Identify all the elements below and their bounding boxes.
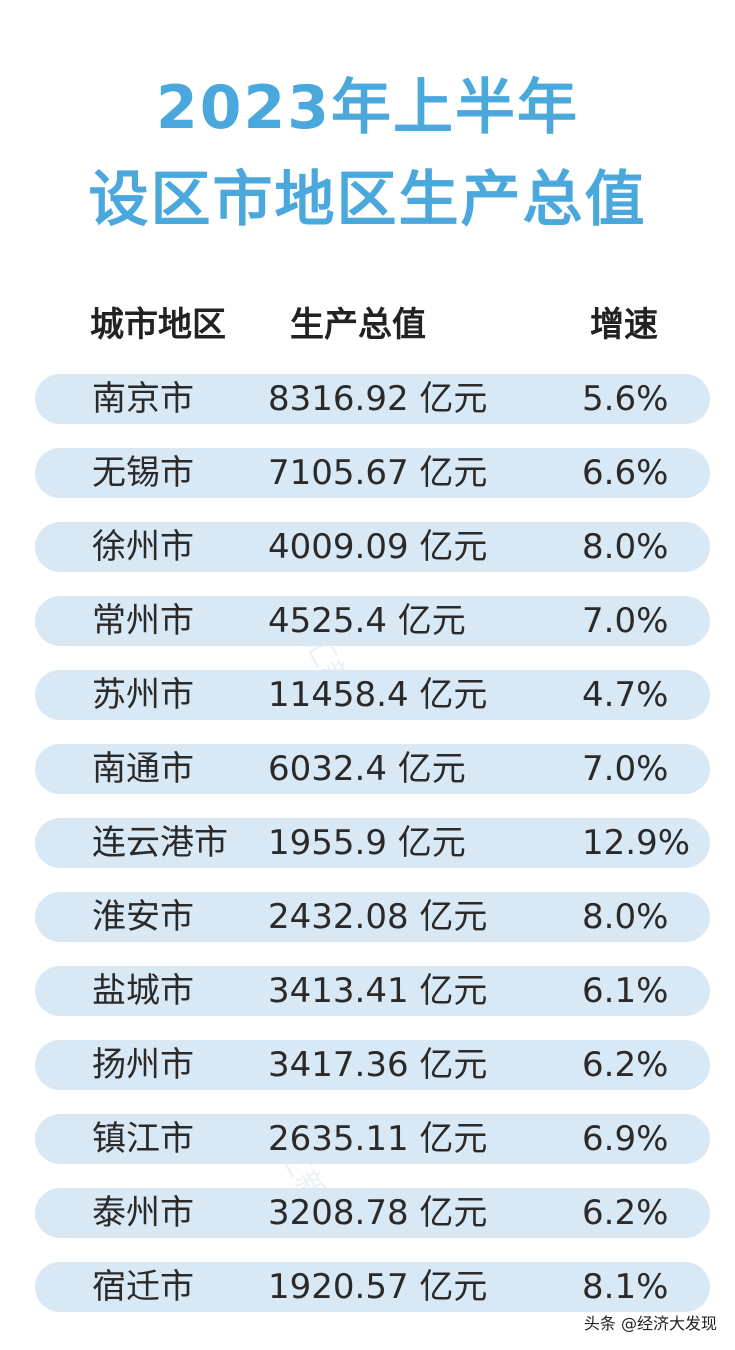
city-cell: 淮安市 <box>92 897 194 937</box>
gdp-cell: 8316.92 亿元 <box>268 379 488 419</box>
table-row: 泰州市 3208.78 亿元 6.2% <box>35 1188 710 1238</box>
gdp-cell: 11458.4 亿元 <box>268 675 488 715</box>
table-row: 苏州市 11458.4 亿元 4.7% <box>35 670 710 720</box>
city-cell: 南京市 <box>92 379 194 419</box>
growth-cell: 8.0% <box>582 897 669 937</box>
growth-cell: 6.2% <box>582 1045 669 1085</box>
table-row: 无锡市 7105.67 亿元 6.6% <box>35 448 710 498</box>
table-row: 徐州市 4009.09 亿元 8.0% <box>35 522 710 572</box>
gdp-cell: 1955.9 亿元 <box>268 823 466 863</box>
table-row: 镇江市 2635.11 亿元 6.9% <box>35 1114 710 1164</box>
city-cell: 苏州市 <box>92 675 194 715</box>
growth-cell: 4.7% <box>582 675 669 715</box>
gdp-cell: 7105.67 亿元 <box>268 453 488 493</box>
page-title: 2023年上半年 <box>156 73 579 143</box>
growth-cell: 8.0% <box>582 527 669 567</box>
growth-cell: 5.6% <box>582 379 669 419</box>
growth-cell: 12.9% <box>582 823 691 863</box>
city-cell: 泰州市 <box>92 1193 194 1233</box>
gdp-cell: 2432.08 亿元 <box>268 897 488 937</box>
gdp-cell: 6032.4 亿元 <box>268 749 466 789</box>
gdp-cell: 4525.4 亿元 <box>268 601 466 641</box>
gdp-cell: 4009.09 亿元 <box>268 527 488 567</box>
gdp-cell: 3208.78 亿元 <box>268 1193 488 1233</box>
gdp-cell: 3413.41 亿元 <box>268 971 488 1011</box>
city-cell: 扬州市 <box>92 1045 194 1085</box>
city-cell: 徐州市 <box>92 527 194 567</box>
growth-cell: 6.1% <box>582 971 669 1011</box>
table-row: 连云港市 1955.9 亿元 12.9% <box>35 818 710 868</box>
growth-cell: 6.9% <box>582 1119 669 1159</box>
table-row: 常州市 4525.4 亿元 7.0% <box>35 596 710 646</box>
page-subtitle: 设区市地区生产总值 <box>88 165 647 235</box>
city-cell: 盐城市 <box>92 971 194 1011</box>
table-row: 淮安市 2432.08 亿元 8.0% <box>35 892 710 942</box>
column-header-city: 城市地区 <box>90 305 226 345</box>
gdp-cell: 2635.11 亿元 <box>268 1119 488 1159</box>
table-row: 南通市 6032.4 亿元 7.0% <box>35 744 710 794</box>
growth-cell: 6.6% <box>582 453 669 493</box>
city-cell: 连云港市 <box>92 823 228 863</box>
footer-credit: 头条 @经济大发现 <box>583 1314 717 1333</box>
column-header-growth: 增速 <box>590 305 658 345</box>
city-cell: 镇江市 <box>92 1119 194 1159</box>
city-cell: 常州市 <box>92 601 194 641</box>
growth-cell: 7.0% <box>582 749 669 789</box>
city-cell: 宿迁市 <box>92 1267 194 1307</box>
table-row: 盐城市 3413.41 亿元 6.1% <box>35 966 710 1016</box>
table-row: 扬州市 3417.36 亿元 6.2% <box>35 1040 710 1090</box>
gdp-cell: 1920.57 亿元 <box>268 1267 488 1307</box>
column-header-gdp: 生产总值 <box>290 305 426 345</box>
growth-cell: 8.1% <box>582 1267 669 1307</box>
city-cell: 南通市 <box>92 749 194 789</box>
table-row: 南京市 8316.92 亿元 5.6% <box>35 374 710 424</box>
gdp-cell: 3417.36 亿元 <box>268 1045 488 1085</box>
city-cell: 无锡市 <box>92 453 194 493</box>
growth-cell: 7.0% <box>582 601 669 641</box>
growth-cell: 6.2% <box>582 1193 669 1233</box>
table-row: 宿迁市 1920.57 亿元 8.1% <box>35 1262 710 1312</box>
